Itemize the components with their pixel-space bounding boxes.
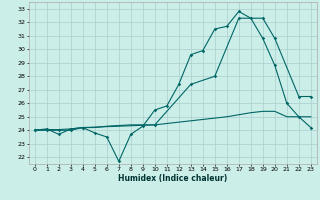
X-axis label: Humidex (Indice chaleur): Humidex (Indice chaleur)	[118, 174, 228, 183]
